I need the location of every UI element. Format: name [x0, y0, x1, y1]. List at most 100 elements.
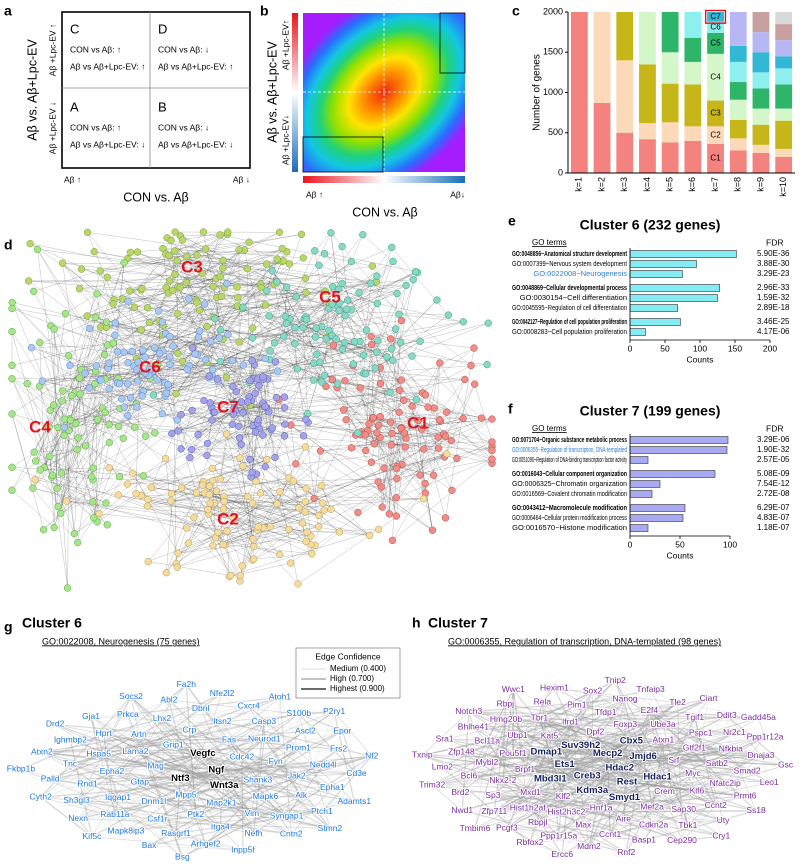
edge	[607, 752, 653, 808]
edge	[262, 446, 306, 528]
edge	[220, 826, 254, 834]
edge	[550, 715, 727, 779]
node	[424, 403, 432, 411]
edge	[538, 717, 564, 797]
edge	[587, 739, 664, 777]
quadrant-diagram: C CON vs Aβ: ↑ Aβ vs Aβ+Lpc-EV: ↑ D CON …	[25, 11, 251, 204]
node	[75, 374, 84, 382]
node	[38, 377, 47, 385]
edge	[517, 734, 761, 757]
edge	[175, 251, 287, 394]
node	[286, 559, 295, 567]
edge	[69, 753, 203, 765]
gene: Cry1	[712, 830, 730, 840]
edge	[586, 724, 664, 777]
node	[54, 423, 62, 432]
node	[27, 344, 36, 352]
edge	[642, 756, 653, 808]
edge	[155, 753, 204, 767]
edge	[199, 247, 392, 332]
node	[388, 536, 397, 545]
edge	[290, 424, 433, 531]
edge	[76, 799, 322, 813]
column-header: GO terms	[532, 424, 567, 433]
edge	[87, 297, 238, 317]
edge	[564, 691, 594, 765]
edge	[296, 749, 339, 777]
edge	[130, 252, 270, 360]
edge	[341, 730, 358, 775]
edge	[524, 755, 644, 771]
bar-segment	[729, 82, 747, 100]
node	[442, 432, 450, 440]
edge	[662, 724, 695, 749]
node	[332, 335, 340, 343]
gene: Nfkbia	[719, 744, 743, 754]
edge	[115, 322, 174, 347]
edge	[89, 328, 190, 366]
category-label: GO:0022008~Neurogenesis	[533, 269, 627, 278]
edge	[50, 778, 88, 785]
edge	[539, 717, 716, 807]
edge	[615, 680, 632, 742]
edge	[643, 773, 694, 841]
edge	[351, 447, 385, 469]
node	[33, 245, 42, 254]
node	[249, 535, 257, 543]
edge	[380, 432, 405, 488]
gene: Bhlhe41	[458, 721, 489, 731]
node	[209, 282, 217, 290]
gene: Kat5	[541, 730, 559, 740]
edge	[607, 752, 628, 783]
edge	[653, 820, 724, 826]
edge	[619, 747, 695, 769]
node	[75, 285, 84, 293]
edge	[163, 304, 330, 326]
edge	[564, 732, 735, 765]
edge	[624, 763, 717, 798]
edge	[380, 394, 426, 488]
edge	[365, 434, 406, 448]
edge	[203, 481, 299, 585]
edge	[224, 446, 306, 546]
edge	[87, 232, 148, 308]
edge	[592, 760, 674, 792]
edge	[54, 329, 58, 489]
edge	[51, 476, 94, 518]
node	[173, 563, 181, 571]
edge	[186, 278, 217, 283]
edge	[90, 711, 335, 717]
edge	[583, 724, 664, 826]
edge	[673, 717, 696, 762]
edge	[607, 752, 770, 784]
gene: Nefh	[245, 828, 263, 838]
edge	[588, 809, 684, 847]
edge	[264, 711, 335, 740]
edge	[78, 797, 119, 819]
edge	[42, 381, 285, 437]
bar-segment	[639, 123, 656, 140]
edge	[180, 235, 251, 382]
bar-segment	[707, 12, 724, 22]
hub-gene: Wnt3a	[210, 780, 239, 791]
node	[334, 380, 342, 388]
edge	[372, 367, 381, 420]
edge	[607, 699, 626, 754]
edge	[206, 455, 266, 467]
edge	[609, 739, 664, 836]
edge	[37, 249, 75, 534]
edge	[564, 764, 593, 792]
hub-gene: Rest	[617, 776, 638, 787]
edge	[185, 684, 266, 797]
edge	[677, 702, 726, 784]
edge	[176, 480, 294, 564]
edge	[657, 773, 693, 778]
node	[54, 503, 62, 511]
gene: Tnfaip3	[636, 684, 665, 694]
fdr-label: 7.54E-12	[757, 479, 790, 488]
node	[169, 342, 177, 350]
gene: Gadd45a	[741, 712, 776, 722]
node	[338, 345, 347, 353]
node	[120, 403, 129, 411]
edge	[279, 488, 307, 492]
